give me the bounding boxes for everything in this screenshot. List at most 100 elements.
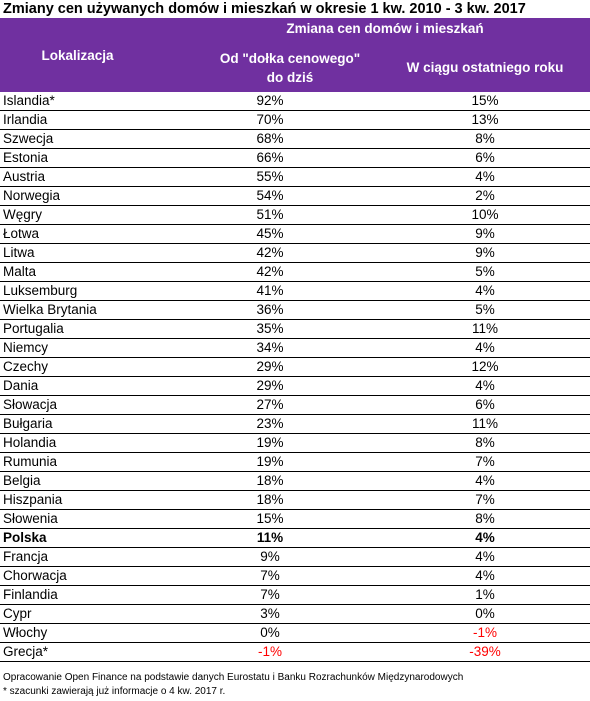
cell-since-low: 19% (256, 454, 284, 469)
cell-last-year: 11% (471, 416, 499, 431)
cell-last-year: 4% (475, 340, 495, 355)
cell-last-year: 4% (475, 473, 495, 488)
table-row: Estonia 66% 6% (0, 149, 590, 168)
cell-location: Irlandia (3, 112, 48, 127)
cell-location: Szwecja (3, 131, 54, 146)
table-row: Dania 29% 4% (0, 377, 590, 396)
cell-location: Islandia* (3, 93, 55, 108)
table-row: Hiszpania 18% 7% (0, 491, 590, 510)
cell-since-low: 35% (256, 321, 284, 336)
cell-since-low: 0% (260, 625, 280, 640)
cell-last-year: 12% (471, 359, 499, 374)
cell-location: Holandia (3, 435, 57, 450)
cell-last-year: 5% (475, 264, 495, 279)
cell-since-low: 15% (256, 511, 284, 526)
table-row: Polska 11% 4% (0, 529, 590, 548)
table-row: Luksemburg 41% 4% (0, 282, 590, 301)
table-row: Chorwacja 7% 4% (0, 567, 590, 586)
table-header: Zmiana cen domów i mieszkań Lokalizacja … (0, 18, 590, 92)
cell-last-year: 13% (471, 112, 499, 127)
table-footer: Opracowanie Open Finance na podstawie da… (3, 671, 587, 699)
cell-last-year: 4% (475, 378, 495, 393)
cell-since-low: 23% (256, 416, 284, 431)
source-note: Opracowanie Open Finance na podstawie da… (3, 672, 464, 683)
cell-since-low: 27% (256, 397, 284, 412)
cell-since-low: 55% (256, 169, 284, 184)
cell-last-year: 5% (475, 302, 495, 317)
header-location: Lokalizacja (41, 48, 114, 63)
cell-location: Norwegia (3, 188, 61, 203)
cell-since-low: 7% (260, 587, 280, 602)
cell-since-low: 19% (256, 435, 284, 450)
cell-since-low: 66% (256, 150, 284, 165)
cell-location: Francja (3, 549, 49, 564)
cell-last-year: 8% (475, 511, 495, 526)
table-row: Słowenia 15% 8% (0, 510, 590, 529)
cell-location: Chorwacja (3, 568, 67, 583)
cell-location: Niemcy (3, 340, 49, 355)
cell-location: Litwa (3, 245, 35, 260)
cell-last-year: 11% (471, 321, 499, 336)
cell-since-low: 68% (256, 131, 284, 146)
cell-location: Słowacja (3, 397, 58, 412)
table-row: Grecja* -1% -39% (0, 643, 590, 662)
cell-location: Portugalia (3, 321, 64, 336)
table-row: Czechy 29% 12% (0, 358, 590, 377)
cell-location: Bułgaria (3, 416, 53, 431)
cell-since-low: 36% (256, 302, 284, 317)
cell-last-year: 4% (475, 568, 495, 583)
table-row: Austria 55% 4% (0, 168, 590, 187)
cell-location: Polska (3, 530, 47, 545)
cell-location: Łotwa (3, 226, 40, 241)
cell-since-low: 54% (256, 188, 284, 203)
cell-last-year: 8% (475, 131, 495, 146)
cell-since-low: 18% (256, 492, 284, 507)
cell-location: Czechy (3, 359, 49, 374)
cell-last-year: 10% (471, 207, 499, 222)
cell-location: Grecja* (3, 644, 49, 659)
cell-location: Węgry (3, 207, 43, 222)
table-body: Islandia* 92% 15% Irlandia 70% 13% Szwecja 68% 8… (0, 92, 590, 662)
cell-last-year: -39% (469, 644, 501, 659)
table-row: Islandia* 92% 15% (0, 92, 590, 111)
table-row: Niemcy 34% 4% (0, 339, 590, 358)
table-row: Cypr 3% 0% (0, 605, 590, 624)
table-row: Belgia 18% 4% (0, 472, 590, 491)
cell-last-year: 4% (475, 530, 495, 545)
table-row: Słowacja 27% 6% (0, 396, 590, 415)
cell-location: Rumunia (3, 454, 58, 469)
table-row: Wielka Brytania 36% 5% (0, 301, 590, 320)
cell-since-low: 42% (256, 245, 284, 260)
cell-last-year: 2% (475, 188, 495, 203)
cell-location: Dania (3, 378, 39, 393)
cell-last-year: 9% (475, 245, 495, 260)
cell-last-year: 7% (475, 492, 495, 507)
cell-since-low: 51% (256, 207, 284, 222)
cell-location: Austria (3, 169, 46, 184)
cell-since-low: -1% (257, 644, 282, 659)
header-group-label: Zmiana cen domów i mieszkań (286, 21, 484, 36)
cell-location: Luksemburg (3, 283, 78, 298)
cell-last-year: 6% (475, 397, 495, 412)
cell-since-low: 70% (256, 112, 284, 127)
cell-location: Estonia (3, 150, 49, 165)
table-row: Holandia 19% 8% (0, 434, 590, 453)
cell-since-low: 34% (256, 340, 284, 355)
table-row: Łotwa 45% 9% (0, 225, 590, 244)
table-row: Irlandia 70% 13% (0, 111, 590, 130)
table-row: Węgry 51% 10% (0, 206, 590, 225)
cell-since-low: 45% (256, 226, 284, 241)
cell-since-low: 9% (260, 549, 280, 564)
cell-since-low: 3% (260, 606, 280, 621)
cell-last-year: -1% (472, 625, 497, 640)
header-last-year: W ciągu ostatniego roku (406, 60, 564, 75)
cell-since-low: 29% (256, 359, 284, 374)
cell-location: Słowenia (3, 511, 58, 526)
cell-last-year: 4% (475, 549, 495, 564)
cell-location: Cypr (3, 606, 32, 621)
cell-last-year: 6% (475, 150, 495, 165)
cell-since-low: 29% (256, 378, 284, 393)
cell-location: Wielka Brytania (3, 302, 97, 317)
table-row: Norwegia 54% 2% (0, 187, 590, 206)
cell-since-low: 11% (256, 530, 284, 545)
